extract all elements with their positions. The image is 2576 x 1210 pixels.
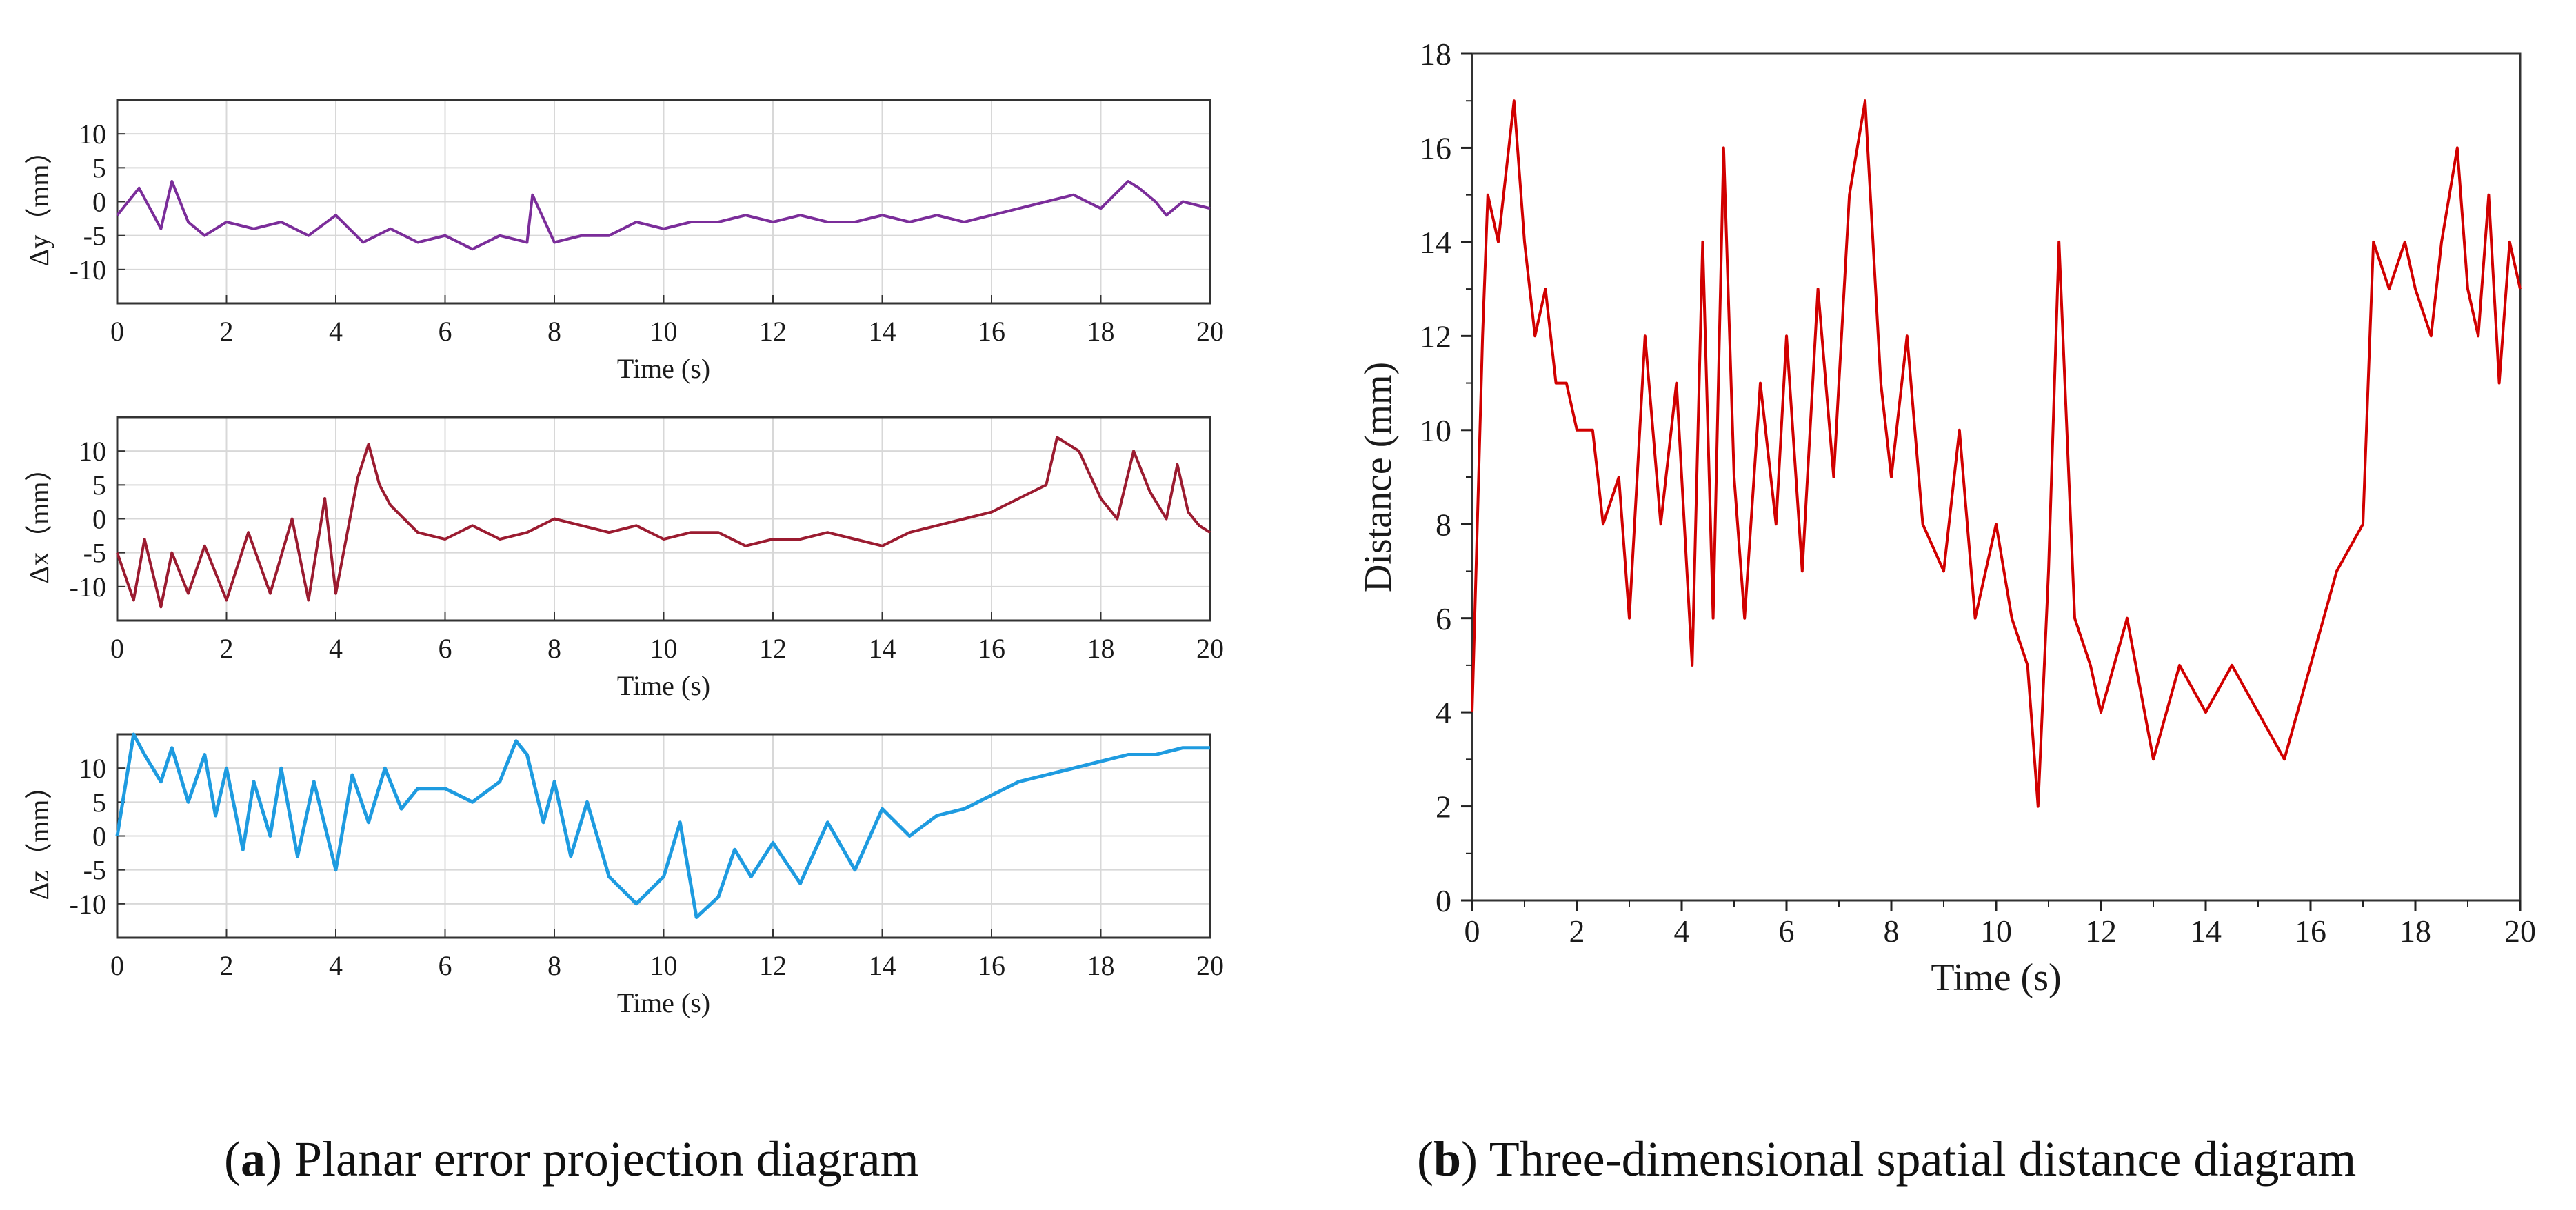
y-tick-label: -5 bbox=[83, 221, 106, 252]
x-tick-label: 12 bbox=[759, 633, 787, 664]
y-tick-label: 10 bbox=[79, 119, 106, 150]
y-axis-label: Δx（mm） bbox=[23, 454, 54, 584]
x-tick-label: 12 bbox=[2085, 914, 2117, 949]
y-tick-label: 18 bbox=[1420, 37, 1451, 72]
x-tick-label: 4 bbox=[329, 950, 343, 981]
x-tick-label: 6 bbox=[439, 633, 452, 664]
y-tick-label: 10 bbox=[79, 753, 106, 784]
x-tick-label: 0 bbox=[1465, 914, 1480, 949]
x-tick-label: 10 bbox=[650, 316, 678, 347]
x-tick-label: 16 bbox=[978, 316, 1005, 347]
y-tick-label: 2 bbox=[1436, 789, 1451, 825]
series-line-dz bbox=[115, 732, 1210, 919]
x-tick-label: 14 bbox=[869, 950, 896, 981]
y-tick-label: 0 bbox=[92, 504, 106, 535]
y-tick-label: 4 bbox=[1436, 695, 1451, 730]
y-tick-label: 0 bbox=[92, 187, 106, 218]
x-tick-label: 2 bbox=[220, 316, 234, 347]
y-tick-label: 8 bbox=[1436, 507, 1451, 542]
plot-frame bbox=[1471, 52, 2522, 902]
y-tick-label: 0 bbox=[1436, 883, 1451, 918]
series-line-dy bbox=[116, 180, 1211, 251]
y-tick-label: 16 bbox=[1420, 131, 1451, 166]
x-tick-label: 10 bbox=[650, 633, 678, 664]
x-tick-label: 20 bbox=[2504, 914, 2536, 949]
x-tick-label: 16 bbox=[978, 633, 1005, 664]
x-tick-label: 16 bbox=[2295, 914, 2326, 949]
x-tick-label: 12 bbox=[759, 316, 787, 347]
caption-a-text: Planar error projection diagram bbox=[294, 1131, 919, 1187]
y-tick-label: 12 bbox=[1420, 319, 1451, 354]
x-tick-label: 10 bbox=[1980, 914, 2012, 949]
caption-b: (b) Three-dimensional spatial distance d… bbox=[1417, 1131, 2357, 1187]
x-tick-label: 16 bbox=[978, 950, 1005, 981]
x-tick-label: 18 bbox=[2399, 914, 2431, 949]
x-tick-label: 8 bbox=[547, 633, 561, 664]
x-tick-label: 6 bbox=[439, 316, 452, 347]
y-axis-label: Distance (mm) bbox=[1357, 362, 1400, 592]
x-tick-label: 6 bbox=[439, 950, 452, 981]
y-tick-label: 5 bbox=[92, 470, 106, 501]
x-tick-label: 0 bbox=[110, 950, 124, 981]
x-axis-label: Time (s) bbox=[617, 353, 710, 384]
y-axis-label: Δy（mm） bbox=[23, 137, 54, 267]
x-tick-label: 20 bbox=[1196, 950, 1224, 981]
x-tick-label: 2 bbox=[220, 950, 234, 981]
chart-distance: 0 2 4 6 8 10 12 14 16 18 20 0 2 4 6 8 10 12 14 16 18 Time (s)… bbox=[1357, 37, 2536, 999]
x-tick-label: 0 bbox=[110, 633, 124, 664]
x-axis-label: Time (s) bbox=[1931, 956, 2061, 999]
x-axis-label: Time (s) bbox=[617, 670, 710, 701]
x-tick-label: 0 bbox=[110, 316, 124, 347]
x-tick-label: 8 bbox=[547, 316, 561, 347]
x-tick-label: 14 bbox=[869, 316, 896, 347]
x-tick-label: 6 bbox=[1779, 914, 1795, 949]
series-line-dist bbox=[1471, 99, 2522, 808]
x-tick-label: 18 bbox=[1087, 633, 1115, 664]
series-line-dx bbox=[116, 436, 1211, 609]
caption-a: (a) Planar error projection diagram bbox=[224, 1131, 919, 1187]
x-tick-label: 8 bbox=[547, 950, 561, 981]
y-tick-label: 14 bbox=[1420, 225, 1451, 260]
y-tick-label: 0 bbox=[92, 821, 106, 852]
x-tick-label: 4 bbox=[329, 316, 343, 347]
y-tick-label: 5 bbox=[92, 152, 106, 183]
y-tick-label: 5 bbox=[92, 787, 106, 818]
x-tick-label: 2 bbox=[220, 633, 234, 664]
x-axis-label: Time (s) bbox=[617, 987, 710, 1018]
x-tick-label: 8 bbox=[1884, 914, 1900, 949]
y-axis-label: Δz（mm） bbox=[23, 772, 54, 900]
y-tick-label: 10 bbox=[1420, 413, 1451, 448]
caption-a-letter: a bbox=[240, 1131, 265, 1187]
x-tick-label: 20 bbox=[1196, 633, 1224, 664]
x-tick-label: 14 bbox=[869, 633, 896, 664]
y-tick-label: -5 bbox=[83, 855, 106, 886]
y-tick-label: -10 bbox=[70, 254, 106, 285]
x-tick-label: 18 bbox=[1087, 316, 1115, 347]
x-tick-label: 20 bbox=[1196, 316, 1224, 347]
y-tick-label: -5 bbox=[83, 538, 106, 569]
x-tick-label: 10 bbox=[650, 950, 678, 981]
x-tick-label: 12 bbox=[759, 950, 787, 981]
y-tick-label: -10 bbox=[70, 572, 106, 603]
x-tick-label: 18 bbox=[1087, 950, 1115, 981]
caption-b-letter: b bbox=[1433, 1131, 1462, 1187]
x-tick-label: 4 bbox=[1674, 914, 1690, 949]
x-tick-label: 14 bbox=[2190, 914, 2222, 949]
y-tick-label: 6 bbox=[1436, 601, 1451, 636]
x-tick-label: 2 bbox=[1569, 914, 1585, 949]
y-tick-label: -10 bbox=[70, 889, 106, 920]
x-tick-label: 4 bbox=[329, 633, 343, 664]
caption-b-text: Three-dimensional spatial distance diagr… bbox=[1489, 1131, 2357, 1187]
y-tick-label: 10 bbox=[79, 436, 106, 467]
